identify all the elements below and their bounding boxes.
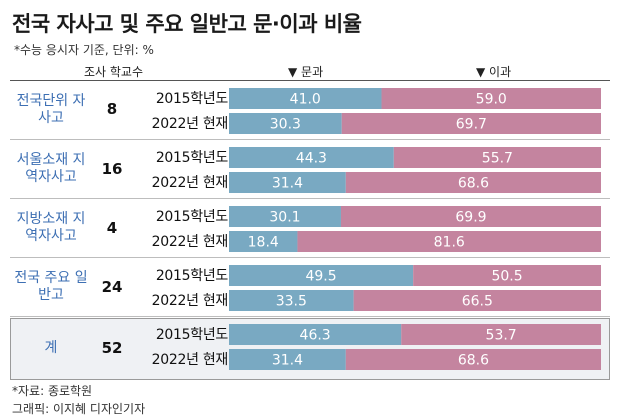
science-bar (413, 265, 601, 286)
group-divider (10, 316, 610, 317)
science-legend-header: ▼ 이과 (476, 65, 512, 79)
group-label: 전국단위 자사고 (16, 93, 86, 126)
liberal-value-label: 44.3 (296, 151, 327, 167)
year-label: 2022년 현재 (151, 175, 229, 191)
liberal-value-label: 18.4 (248, 235, 279, 251)
science-value-label: 69.7 (456, 117, 487, 133)
science-value-label: 55.7 (482, 151, 513, 167)
school-count: 52 (101, 339, 123, 357)
liberal-legend-header: ▼ 문과 (288, 65, 324, 79)
group-label: 서울소재 지역자사고 (16, 152, 86, 185)
liberal-bar (229, 324, 402, 345)
chart-title: 전국 자사고 및 주요 일반고 문·이과 비율 (12, 12, 362, 36)
liberal-value-label: 30.1 (269, 210, 300, 226)
liberal-value-label: 30.3 (270, 117, 301, 133)
school-count: 4 (106, 219, 118, 237)
science-bar (341, 113, 601, 134)
group-divider (10, 257, 610, 258)
year-label: 2015학년도 (155, 150, 228, 166)
science-value-label: 53.7 (486, 328, 517, 344)
year-label: 2015학년도 (155, 209, 228, 225)
year-label: 2015학년도 (155, 327, 228, 343)
school-count: 24 (101, 278, 123, 296)
liberal-bar (229, 231, 298, 252)
liberal-value-label: 33.5 (276, 294, 307, 310)
year-label: 2022년 현재 (151, 234, 229, 250)
science-bar (353, 290, 601, 311)
source-note: *자료: 종로학원 (12, 384, 93, 398)
liberal-bar (229, 265, 414, 286)
liberal-value-label: 49.5 (305, 269, 336, 285)
liberal-value-label: 41.0 (290, 92, 321, 108)
science-bar (401, 324, 601, 345)
science-value-label: 68.6 (458, 353, 489, 369)
liberal-bar (229, 349, 346, 370)
group-label: 계 (44, 340, 58, 356)
science-bar (381, 88, 601, 109)
science-bar (340, 206, 601, 227)
liberal-bar (229, 147, 394, 168)
group-label: 전국 주요 일반고 (14, 270, 88, 303)
science-bar (393, 147, 601, 168)
header-rule (10, 80, 610, 81)
science-value-label: 59.0 (476, 92, 507, 108)
liberal-bar (229, 290, 354, 311)
science-value-label: 50.5 (491, 269, 522, 285)
science-value-label: 81.6 (434, 235, 465, 251)
year-label: 2022년 현재 (151, 293, 229, 309)
school-count: 16 (101, 160, 123, 178)
count-column-header: 조사 학교수 (84, 65, 144, 79)
year-label: 2022년 현재 (151, 352, 229, 368)
liberal-bar (229, 172, 346, 193)
liberal-value-label: 46.3 (300, 328, 331, 344)
science-bar (345, 172, 601, 193)
science-bar (297, 231, 601, 252)
school-count: 8 (106, 100, 118, 118)
year-label: 2022년 현재 (151, 116, 229, 132)
liberal-value-label: 31.4 (272, 353, 303, 369)
chart-subtitle: *수능 응시자 기준, 단위: % (14, 43, 154, 57)
science-value-label: 69.9 (455, 210, 486, 226)
liberal-bar (229, 113, 342, 134)
science-value-label: 68.6 (458, 176, 489, 192)
group-divider (10, 139, 610, 140)
group-label: 지방소재 지역자사고 (16, 211, 86, 244)
liberal-bar (229, 206, 341, 227)
science-bar (345, 349, 601, 370)
year-label: 2015학년도 (155, 268, 228, 284)
science-value-label: 66.5 (462, 294, 493, 310)
group-divider (10, 198, 610, 199)
graphic-credit: 그래픽: 이지혜 디자인기자 (12, 402, 146, 416)
liberal-value-label: 31.4 (272, 176, 303, 192)
liberal-bar (229, 88, 382, 109)
year-label: 2015학년도 (155, 91, 228, 107)
